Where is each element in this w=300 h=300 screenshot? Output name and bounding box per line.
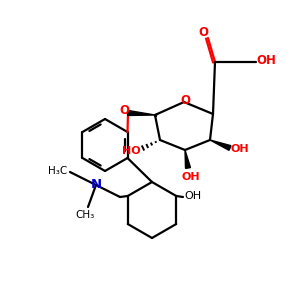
Text: OH: OH [182, 172, 200, 182]
Polygon shape [128, 110, 155, 116]
Polygon shape [185, 150, 190, 168]
Text: OH: OH [256, 55, 276, 68]
Text: O: O [198, 26, 208, 40]
Text: N: N [90, 178, 102, 190]
Text: OH: OH [184, 191, 202, 201]
Text: OH: OH [231, 144, 249, 154]
Text: H₃C: H₃C [48, 166, 68, 176]
Polygon shape [210, 140, 231, 150]
Text: HO: HO [122, 146, 140, 156]
Text: CH₃: CH₃ [75, 210, 94, 220]
Text: O: O [180, 94, 190, 107]
Text: O: O [119, 103, 129, 116]
